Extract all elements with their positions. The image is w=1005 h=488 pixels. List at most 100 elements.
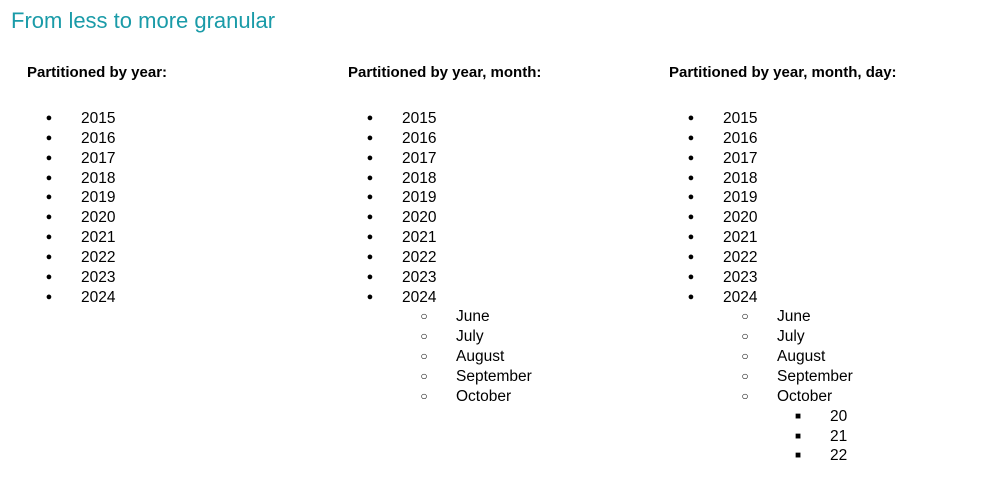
bullet-disc: ● [45, 211, 53, 224]
column-partitioned-by-year: Partitioned by year: ● 2015 ● 2016 ● 2017 ●… [27, 63, 347, 307]
bullet-disc: ● [366, 131, 374, 144]
day-label: 20 [830, 407, 848, 425]
year-month-day-list: ● 2015 ● 2016 ● 2017 ● 2018 ● 2019 ● 2020 ● 202… [669, 109, 989, 466]
year-label: 2024 [81, 288, 116, 306]
year-label: 2020 [723, 209, 758, 227]
year-label: 2021 [723, 229, 758, 247]
list-item-year: ● 2016 [669, 129, 989, 149]
list-item-year: ● 2020 [669, 208, 989, 228]
bullet-disc: ● [45, 231, 53, 244]
bullet-disc: ● [366, 231, 374, 244]
list-item-month: ○ August [348, 347, 668, 367]
bullet-square: ■ [794, 410, 802, 422]
year-label: 2018 [723, 169, 758, 187]
year-label: 2017 [81, 149, 116, 167]
list-item-day: ■ 21 [669, 427, 989, 447]
bullet-disc: ● [687, 250, 695, 263]
list-item-year: ● 2020 [27, 208, 347, 228]
bullet-circle: ○ [741, 368, 749, 383]
year-label: 2016 [402, 129, 437, 147]
year-label: 2018 [402, 169, 437, 187]
list-item-day: ■ 22 [669, 446, 989, 466]
bullet-disc: ● [366, 191, 374, 204]
list-item-day: ■ 20 [669, 407, 989, 427]
bullet-circle: ○ [741, 309, 749, 324]
year-label: 2019 [81, 189, 116, 207]
bullet-disc: ● [366, 270, 374, 283]
list-item-year: ● 2022 [27, 248, 347, 268]
year-label: 2021 [81, 229, 116, 247]
bullet-disc: ● [687, 131, 695, 144]
month-label: July [777, 328, 805, 346]
bullet-disc: ● [366, 151, 374, 164]
month-label: October [777, 387, 833, 405]
year-label: 2015 [402, 110, 437, 127]
list-item-month: ○ September [348, 367, 668, 387]
year-label: 2016 [723, 129, 758, 147]
year-label: 2019 [402, 189, 437, 207]
list-item-year: ● 2021 [348, 228, 668, 248]
bullet-circle: ○ [420, 309, 428, 324]
year-label: 2023 [723, 268, 758, 286]
column-partitioned-by-year-month: Partitioned by year, month: ● 2015 ● 2016 … [348, 63, 668, 407]
column-heading: Partitioned by year: [27, 64, 168, 81]
list-item-year: ● 2015 [27, 109, 347, 129]
column-heading: Partitioned by year, month, day: [669, 64, 897, 81]
month-label: August [777, 348, 826, 366]
bullet-disc: ● [366, 211, 374, 224]
list-item-month: ○ June [669, 307, 989, 327]
year-label: 2019 [723, 189, 758, 207]
list-item-year: ● 2019 [348, 188, 668, 208]
column-heading: Partitioned by year, month: [348, 64, 542, 81]
list-item-year: ● 2020 [348, 208, 668, 228]
year-label: 2024 [402, 288, 437, 306]
bullet-disc: ● [45, 112, 53, 124]
list-item-year: ● 2021 [27, 228, 347, 248]
bullet-disc: ● [45, 250, 53, 263]
list-item-year: ● 2024 [669, 288, 989, 308]
bullet-disc: ● [687, 151, 695, 164]
list-item-year: ● 2022 [669, 248, 989, 268]
year-label: 2015 [81, 110, 116, 127]
month-label: August [456, 348, 505, 366]
month-label: June [777, 308, 811, 326]
year-label: 2024 [723, 288, 758, 306]
month-label: September [777, 367, 853, 385]
year-label: 2015 [723, 110, 758, 127]
bullet-disc: ● [687, 231, 695, 244]
list-item-year: ● 2024 [27, 288, 347, 308]
list-item-month: ○ June [348, 307, 668, 327]
page-title: From less to more granular [11, 8, 276, 33]
list-item-year: ● 2024 [348, 288, 668, 308]
bullet-circle: ○ [420, 349, 428, 364]
bullet-disc: ● [45, 171, 53, 184]
bullet-disc: ● [366, 290, 374, 303]
year-label: 2017 [402, 149, 437, 167]
bullet-disc: ● [45, 151, 53, 164]
list-item-year: ● 2018 [669, 169, 989, 189]
bullet-disc: ● [45, 270, 53, 283]
bullet-disc: ● [687, 270, 695, 283]
bullet-disc: ● [366, 171, 374, 184]
bullet-square: ■ [794, 450, 802, 462]
bullet-circle: ○ [420, 368, 428, 383]
column-partitioned-by-year-month-day: Partitioned by year, month, day: ● 2015 ●… [669, 63, 989, 466]
list-item-year: ● 2016 [27, 129, 347, 149]
list-item-month: ○ August [669, 347, 989, 367]
bullet-disc: ● [366, 112, 374, 124]
month-label: June [456, 308, 490, 326]
year-label: 2016 [81, 129, 116, 147]
bullet-disc: ● [687, 290, 695, 303]
list-item-month: ○ September [669, 367, 989, 387]
bullet-disc: ● [45, 290, 53, 303]
bullet-circle: ○ [420, 329, 428, 344]
year-month-list: ● 2015 ● 2016 ● 2017 ● 2018 ● 2019 ● 2020 ● 202… [348, 109, 668, 407]
day-label: 21 [830, 427, 848, 445]
month-label: October [456, 387, 512, 405]
list-item-year: ● 2017 [27, 149, 347, 169]
year-label: 2020 [402, 209, 437, 227]
bullet-circle: ○ [741, 388, 749, 403]
day-label: 22 [830, 447, 848, 465]
bullet-disc: ● [687, 171, 695, 184]
month-label: July [456, 328, 484, 346]
